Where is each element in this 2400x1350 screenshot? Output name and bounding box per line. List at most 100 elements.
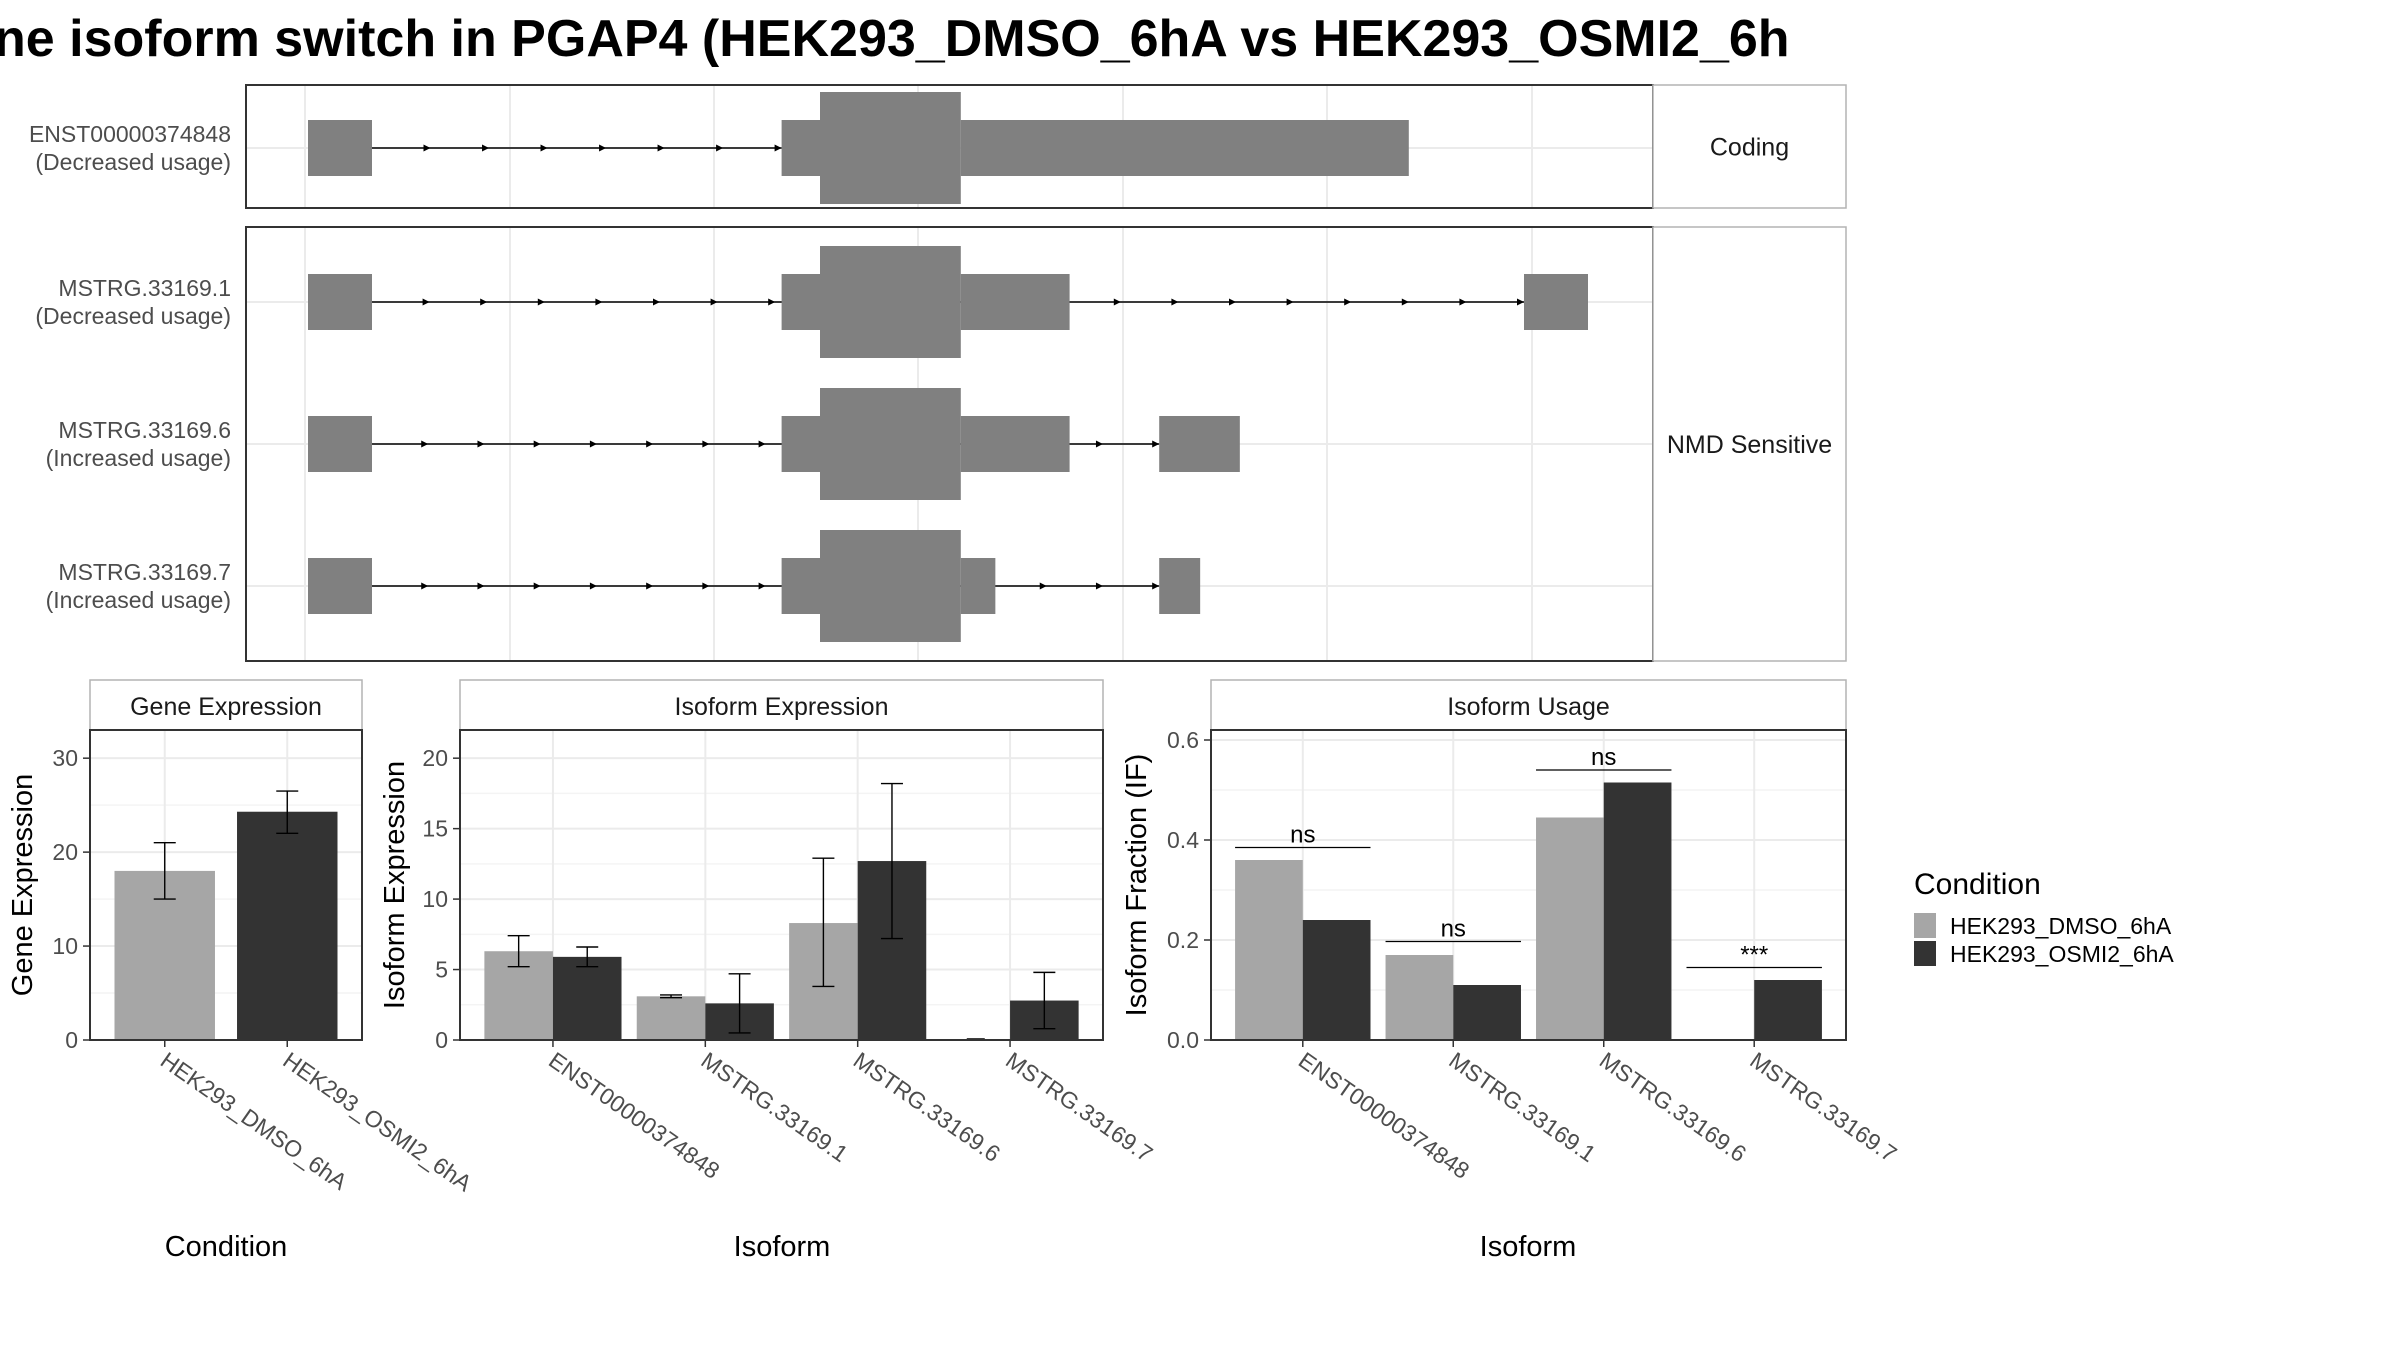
isoform-label: MSTRG.33169.7 bbox=[58, 559, 231, 585]
intron-arrow bbox=[480, 298, 488, 306]
isoform-track-mstrg-33169-1 bbox=[308, 246, 1588, 358]
isoform-usage-label: (Increased usage) bbox=[46, 445, 231, 471]
utr-exon bbox=[960, 558, 996, 614]
intron-arrow bbox=[1152, 582, 1160, 590]
isoform-label: MSTRG.33169.6 bbox=[58, 417, 231, 443]
legend-label: HEK293_DMSO_6hA bbox=[1950, 913, 2172, 939]
utr-exon bbox=[960, 416, 1070, 472]
intron-arrow bbox=[482, 144, 490, 152]
x-axis-label: Isoform bbox=[1480, 1231, 1577, 1263]
x-tick-label: MSTRG.33169.6 bbox=[849, 1047, 1005, 1167]
cds-exon bbox=[820, 530, 961, 642]
y-axis-label: Isoform Fraction (IF) bbox=[1121, 754, 1153, 1017]
bar-mstrg-33169-1-hek293-dmso-6ha bbox=[1385, 955, 1454, 1040]
intron-arrow bbox=[1344, 298, 1352, 306]
x-tick-label: MSTRG.33169.1 bbox=[696, 1047, 852, 1167]
cds-exon bbox=[820, 246, 961, 358]
intron-arrow bbox=[1113, 298, 1121, 306]
y-tick-label: 0.6 bbox=[1167, 727, 1199, 753]
structure-strip bbox=[1652, 84, 1847, 209]
intron-arrow bbox=[477, 440, 485, 448]
utr-exon bbox=[308, 120, 372, 176]
legend-swatch-hek293-dmso-6ha bbox=[1914, 913, 1936, 938]
intron-arrow bbox=[702, 440, 710, 448]
intron-arrow bbox=[758, 582, 766, 590]
y-tick-label: 10 bbox=[52, 933, 78, 959]
y-tick-label: 15 bbox=[422, 816, 448, 842]
intron-arrow bbox=[653, 298, 660, 306]
intron-arrow bbox=[595, 298, 603, 306]
intron-arrow bbox=[540, 144, 548, 152]
significance-label: ns bbox=[1441, 916, 1466, 943]
utr-exon bbox=[308, 274, 372, 330]
isoform-label: ENST00000374848 bbox=[29, 121, 231, 147]
panel-strip-title: Gene Expression bbox=[130, 693, 322, 721]
intron-arrow bbox=[758, 440, 766, 448]
intron-arrow bbox=[1152, 440, 1160, 448]
x-axis-label: Isoform bbox=[734, 1231, 831, 1263]
y-tick-label: 0 bbox=[65, 1027, 78, 1053]
intron-arrow bbox=[1095, 440, 1103, 448]
significance-label: ns bbox=[1290, 822, 1315, 849]
intron-arrow bbox=[533, 440, 541, 448]
intron-arrow bbox=[774, 144, 782, 152]
intron-arrow bbox=[533, 582, 541, 590]
y-tick-label: 0.4 bbox=[1167, 827, 1199, 853]
utr-exon bbox=[308, 416, 372, 472]
y-tick-label: 10 bbox=[422, 886, 448, 912]
intron-arrow bbox=[702, 582, 710, 590]
bar-chart-panels: Gene Expression0102030HEK293_DMSO_6hAHEK… bbox=[7, 679, 1902, 1263]
transcript-structure-panel: ENST00000374848(Decreased usage)CodingMS… bbox=[29, 84, 1847, 662]
utr-exon bbox=[1159, 558, 1201, 614]
utr-exon bbox=[960, 120, 1409, 176]
bar-hek293-osmi2-6ha bbox=[237, 811, 338, 1040]
intron-arrow bbox=[477, 582, 485, 590]
legend-label: HEK293_OSMI2_6hA bbox=[1950, 941, 2174, 967]
intron-arrow bbox=[589, 440, 597, 448]
intron-arrow bbox=[421, 582, 429, 590]
bar-mstrg-33169-7-hek293-osmi2-6ha bbox=[1754, 980, 1822, 1040]
x-tick-label: MSTRG.33169.1 bbox=[1444, 1047, 1600, 1167]
utr-exon bbox=[960, 274, 1070, 330]
structure-strip bbox=[1652, 226, 1847, 662]
utr-exon bbox=[1524, 274, 1588, 330]
panel-strip bbox=[1210, 679, 1847, 731]
panel-strip bbox=[89, 679, 363, 731]
isoform-usage-label: (Decreased usage) bbox=[35, 149, 231, 175]
y-tick-label: 0.0 bbox=[1167, 1027, 1199, 1053]
y-tick-label: 5 bbox=[435, 957, 448, 983]
significance-label: *** bbox=[1740, 942, 1768, 969]
y-tick-label: 20 bbox=[422, 745, 448, 771]
intron-arrow bbox=[768, 298, 776, 306]
intron-arrow bbox=[1039, 582, 1047, 590]
utr-exon bbox=[1159, 416, 1240, 472]
isoform-label: MSTRG.33169.1 bbox=[58, 275, 231, 301]
intron-arrow bbox=[423, 144, 431, 152]
utr-exon bbox=[781, 558, 820, 614]
y-tick-label: 20 bbox=[52, 839, 78, 865]
significance-label: ns bbox=[1591, 744, 1616, 771]
x-tick-label: MSTRG.33169.6 bbox=[1595, 1047, 1751, 1167]
intron-arrow bbox=[1229, 298, 1236, 306]
intron-arrow bbox=[589, 582, 597, 590]
structure-group-nmd-sensitive bbox=[246, 227, 1653, 661]
isoform-track-enst00000374848 bbox=[308, 92, 1409, 204]
intron-arrow bbox=[716, 144, 724, 152]
bar-mstrg-33169-1-hek293-dmso-6ha bbox=[636, 996, 706, 1040]
intron-arrow bbox=[422, 298, 430, 306]
panel-strip-title: Isoform Usage bbox=[1447, 693, 1610, 721]
bar-mstrg-33169-6-hek293-dmso-6ha bbox=[1536, 817, 1604, 1040]
y-axis-label: Isoform Expression bbox=[379, 761, 411, 1009]
intron-arrow bbox=[1286, 298, 1294, 306]
isoform-usage-label: (Increased usage) bbox=[46, 587, 231, 613]
intron-arrow bbox=[1517, 298, 1524, 306]
intron-arrow bbox=[657, 144, 665, 152]
legend-title: Condition bbox=[1914, 868, 2041, 901]
bar-enst00000374848-hek293-osmi2-6ha bbox=[1302, 920, 1371, 1040]
intron-arrow bbox=[710, 298, 718, 306]
panel-border bbox=[459, 729, 1104, 1041]
isoform-usage-label: (Decreased usage) bbox=[35, 303, 231, 329]
bar-enst00000374848-hek293-dmso-6ha bbox=[1235, 860, 1303, 1040]
